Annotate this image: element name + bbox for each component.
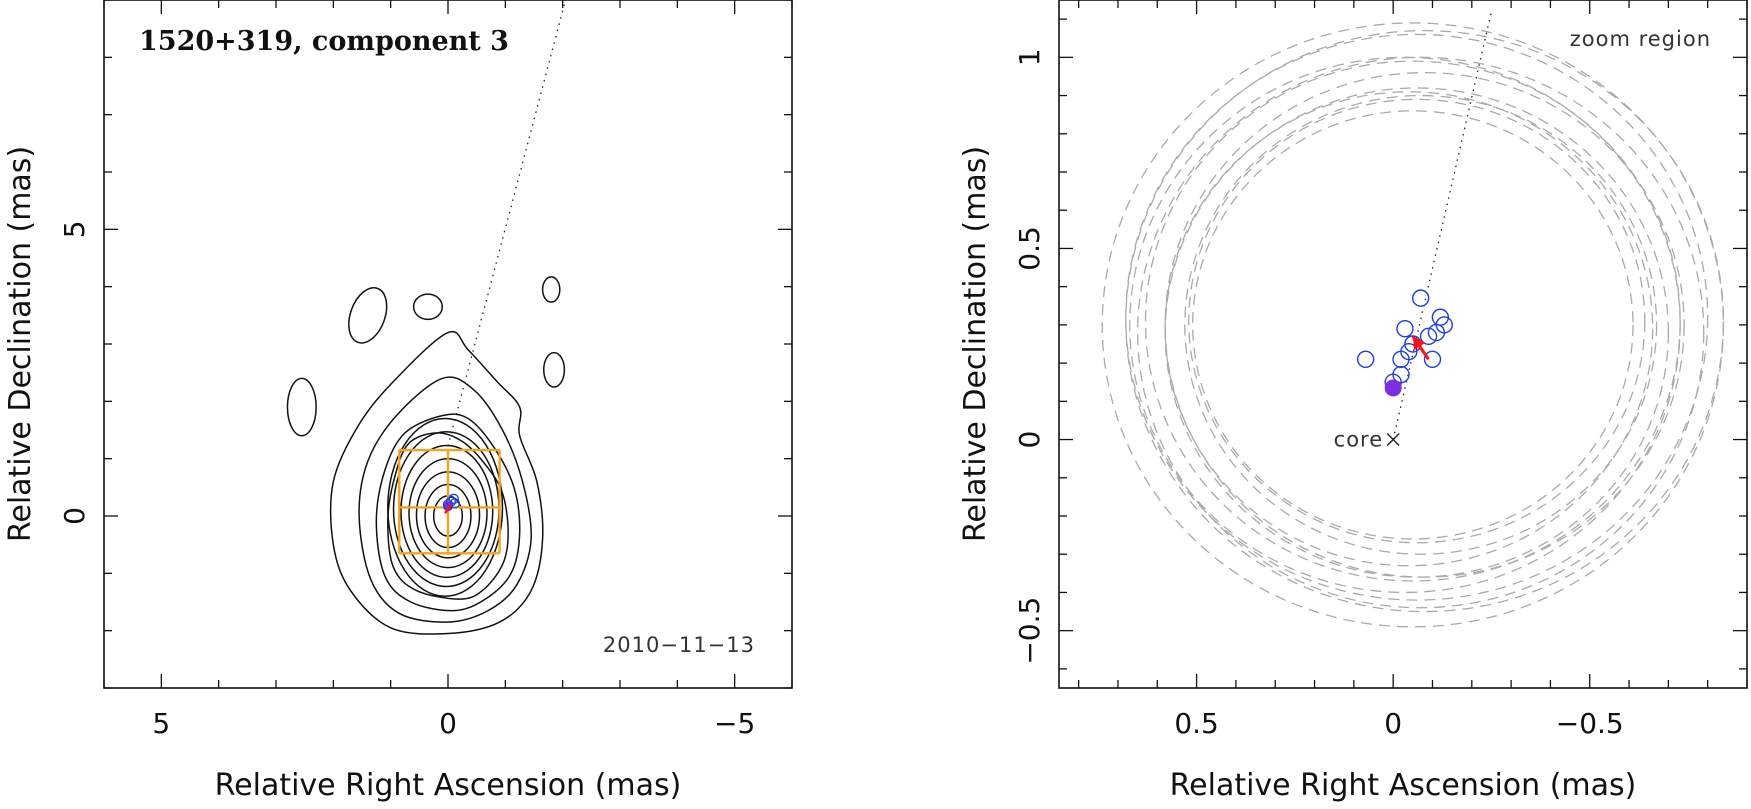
red-arrow-head [1412,336,1426,351]
left-chart-title: 1520+319, component 3 [139,26,509,57]
zoom-region-label: zoom region [1570,27,1711,51]
error-circle [1144,60,1681,582]
right-y-axis-label: Relative Declination (mas) [958,146,993,542]
right-y-tick-label: 0.5 [1013,226,1046,271]
left-jet-direction-line [447,0,567,447]
core-label: core [1334,428,1384,452]
error-circle [1164,71,1685,578]
contour-island [286,377,317,437]
right-x-tick-label: 0 [1384,707,1402,740]
contour-line [375,413,521,612]
right-y-tick-label: 0 [1013,431,1046,449]
right-x-tick-label: −0.5 [1556,707,1624,740]
right-ticks: 0.5 0 −0.5 −0.5 0 0.5 1 [1013,0,1748,740]
right-y-tick-label: −0.5 [1013,597,1046,665]
left-contours [286,0,567,635]
left-x-axis-label: Relative Right Ascension (mas) [215,768,682,803]
blue-point [1419,327,1438,346]
error-circle [1188,98,1646,544]
contour-line [329,330,544,635]
contour-line [358,376,532,623]
contour-island [541,276,561,303]
blue-point [1411,289,1430,307]
contour-island [412,293,444,321]
left-red-arrow [444,503,452,514]
blue-point [1396,320,1414,338]
blue-point [1427,323,1446,342]
blue-point [1356,350,1375,368]
error-circle [1101,22,1725,628]
left-y-tick-label: 5 [58,220,91,238]
blue-point [1392,350,1410,368]
right-x-axis-label: Relative Right Ascension (mas) [1170,768,1637,803]
right-x-tick-label: 0.5 [1174,707,1219,740]
error-circle [1125,29,1725,613]
error-circle [1184,94,1658,555]
left-y-tick-label: 0 [58,507,91,525]
contour-line [387,432,509,600]
right-panel: 0.5 0 −0.5 −0.5 0 0.5 1 zoom region core Relat… [958,0,1748,803]
right-jet-direction-line [1392,11,1493,440]
blue-point [1423,350,1442,368]
left-panel: 5 0 −505 1520+319, component 3 2010−11−13 … [3,0,793,803]
left-ticks: 5 0 −5 0 5 [58,0,793,740]
left-y-axis-label: Relative Declination (mas) [3,146,38,542]
left-x-tick-label: 5 [152,707,170,740]
left-blue-point [449,498,461,509]
left-x-tick-label: −5 [714,707,755,740]
error-circles [1101,22,1725,628]
contour-island [542,351,566,388]
error-circle [1125,33,1709,601]
left-plot-frame [103,0,793,689]
error-circle [1164,91,1654,567]
right-markers [1356,11,1493,447]
left-blue-point [448,493,459,504]
filled-point [1384,379,1402,397]
left-x-tick-label: 0 [439,707,457,740]
core-marker [1386,433,1400,447]
right-y-tick-label: 1 [1013,48,1046,66]
error-circle [1192,110,1634,540]
contour-line [387,417,504,598]
contour-island [348,287,388,344]
error-circle [1164,87,1670,578]
left-markers [442,493,461,514]
contour-line [400,444,494,579]
error-circle [1136,56,1705,609]
left-date-label: 2010−11−13 [603,633,755,657]
right-plot-frame [1058,0,1748,689]
